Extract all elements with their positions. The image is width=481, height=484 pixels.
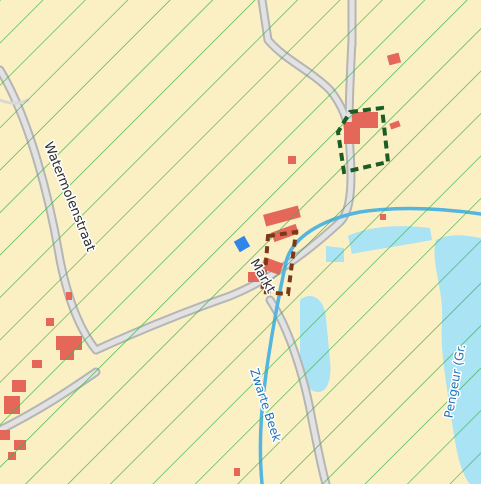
blue-square-marker[interactable] xyxy=(233,235,251,253)
parcel-outline-green xyxy=(335,105,391,175)
